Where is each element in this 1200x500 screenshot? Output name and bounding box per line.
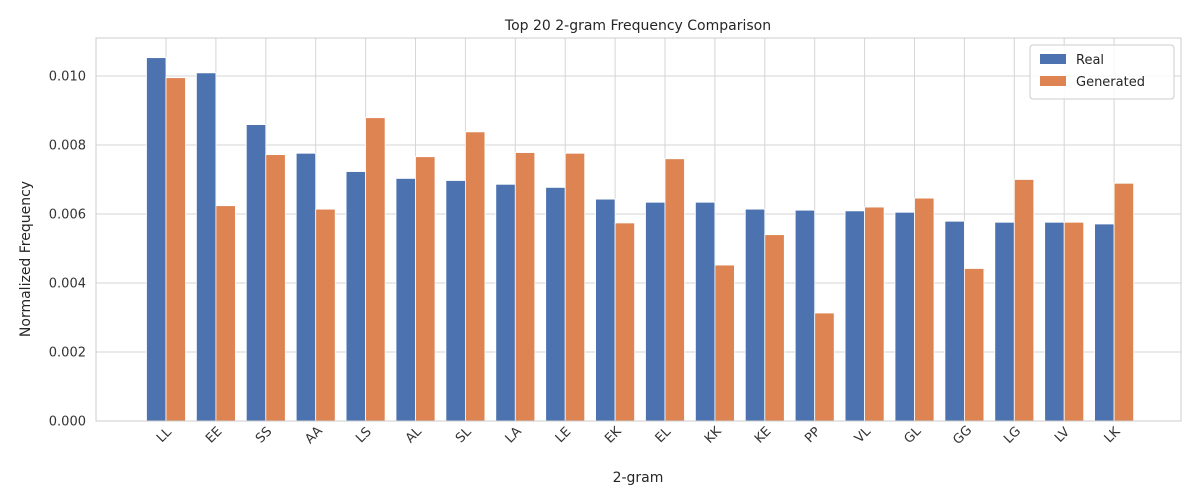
bar-real-lk xyxy=(1094,223,1115,422)
bar-real-ke xyxy=(744,208,766,422)
y-tick-label: 0.010 xyxy=(49,69,86,84)
plot-frame xyxy=(95,37,1182,422)
bar-generated-ke xyxy=(764,234,785,422)
x-tick-label: AL xyxy=(403,424,426,447)
bar-generated-pp xyxy=(814,312,835,422)
x-tick-label: KE xyxy=(752,424,774,446)
x-tick-label: LA xyxy=(503,424,525,446)
x-tick-label: KK xyxy=(702,424,725,447)
bar-generated-lk xyxy=(1113,182,1134,422)
legend-label-generated: Generated xyxy=(1076,75,1145,90)
x-tick-label: LV xyxy=(1052,425,1073,446)
bar-generated-sl xyxy=(464,131,486,422)
x-axis-label: 2-gram xyxy=(613,470,664,486)
x-tick-label: EE xyxy=(203,424,225,446)
bar-generated-vl xyxy=(864,206,885,422)
x-tick-label: LE xyxy=(553,425,575,447)
x-tick-label: LL xyxy=(154,424,175,445)
bar-generated-al xyxy=(415,156,436,422)
bar-real-lv xyxy=(1044,221,1065,422)
bar-generated-le xyxy=(564,152,586,422)
bar-generated-aa xyxy=(315,208,336,422)
x-tick-label: SL xyxy=(453,424,475,446)
bar-generated-ll xyxy=(165,77,186,422)
x-tick-label: LG xyxy=(1001,424,1024,447)
x-tick-label: PP xyxy=(802,424,824,446)
bar-generated-ls xyxy=(365,117,386,422)
bar-real-gg xyxy=(944,220,965,422)
x-tick-label: VL xyxy=(852,424,875,447)
bar-generated-gl xyxy=(914,197,935,422)
chart-title: Top 20 2-gram Frequency Comparison xyxy=(504,18,771,34)
bar-generated-ek xyxy=(614,222,635,422)
x-tick-label: GG xyxy=(950,423,975,448)
bar-generated-la xyxy=(514,152,536,422)
bar-generated-el xyxy=(664,158,685,422)
x-tick-label: AA xyxy=(302,424,326,448)
legend-swatch-real xyxy=(1040,54,1066,64)
bar-generated-kk xyxy=(714,264,735,422)
x-tick-label: SS xyxy=(253,424,275,446)
bar-real-la xyxy=(495,183,516,422)
bar-generated-lg xyxy=(1013,179,1035,422)
bar-real-el xyxy=(645,201,666,422)
bar-generated-gg xyxy=(964,268,985,422)
bar-real-al xyxy=(395,178,416,422)
bars xyxy=(146,57,1134,422)
bar-real-kk xyxy=(695,201,716,422)
bar-real-ss xyxy=(245,124,267,422)
legend: Real Generated xyxy=(1029,44,1175,100)
bar-real-lg xyxy=(994,221,1015,422)
bar-generated-lv xyxy=(1063,221,1085,422)
y-tick-label: 0.000 xyxy=(49,415,86,430)
bar-real-pp xyxy=(794,209,816,422)
y-axis-ticks: 0.000 0.002 0.004 0.006 0.008 0.010 xyxy=(49,69,86,429)
x-axis-ticks: LL EE SS AA LS AL SL LA LE EK EL KK KE PP VL GL GG LG LV LK xyxy=(154,423,1124,448)
x-tick-label: LK xyxy=(1102,424,1124,446)
y-tick-label: 0.004 xyxy=(49,276,86,291)
x-tick-label: EK xyxy=(602,424,625,447)
bar-real-ee xyxy=(195,72,217,422)
y-axis-label: Normalized Frequency xyxy=(18,181,34,337)
bar-real-sl xyxy=(445,180,466,422)
x-tick-label: LS xyxy=(353,425,375,447)
y-tick-label: 0.006 xyxy=(49,207,86,222)
bar-real-le xyxy=(545,187,566,422)
legend-swatch-generated xyxy=(1040,76,1066,86)
bar-generated-ss xyxy=(265,154,286,422)
x-tick-label: GL xyxy=(901,423,924,446)
bar-generated-ee xyxy=(215,205,236,422)
bar-real-gl xyxy=(894,211,915,422)
bar-real-vl xyxy=(844,210,865,422)
legend-label-real: Real xyxy=(1076,53,1104,68)
bar-real-aa xyxy=(295,152,317,422)
y-tick-label: 0.002 xyxy=(49,345,86,360)
x-tick-label: EL xyxy=(653,424,675,446)
bar-real-ls xyxy=(345,171,367,422)
bar-real-ek xyxy=(595,198,616,422)
y-tick-label: 0.008 xyxy=(49,138,86,153)
bar-real-ll xyxy=(146,57,167,422)
